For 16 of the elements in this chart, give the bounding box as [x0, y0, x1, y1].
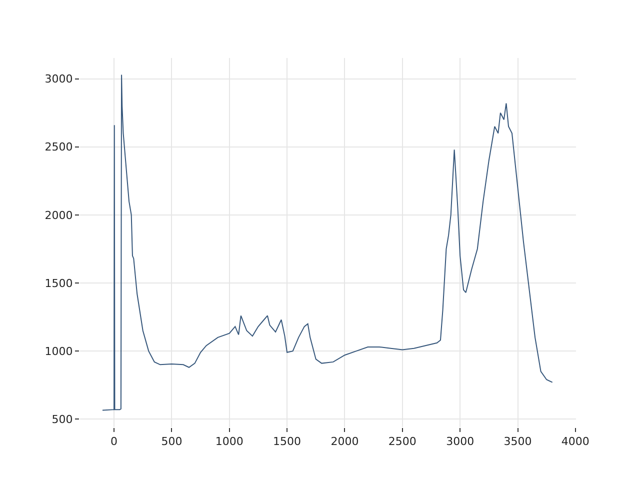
x-tick-label: 0 — [110, 435, 118, 448]
x-tick-label: 1500 — [273, 435, 302, 448]
y-tick-label: 2500 — [44, 140, 73, 154]
x-tick-label: 4000 — [561, 435, 590, 448]
y-tick-label: 3000 — [44, 72, 73, 86]
x-tick-label: 3500 — [504, 435, 532, 448]
x-tick-label: 2000 — [330, 435, 359, 448]
y-tick-label: 1000 — [44, 344, 73, 358]
y-tick-label: 500 — [52, 412, 73, 426]
line-series — [102, 74, 553, 411]
x-tick-label: 1000 — [215, 435, 244, 448]
x-tick-label: 3000 — [446, 435, 474, 448]
x-tick-label: 2500 — [388, 435, 416, 448]
y-tick-label: 2000 — [44, 208, 73, 222]
y-tick-label: 1500 — [44, 276, 73, 290]
x-tick-label: 500 — [161, 435, 182, 448]
